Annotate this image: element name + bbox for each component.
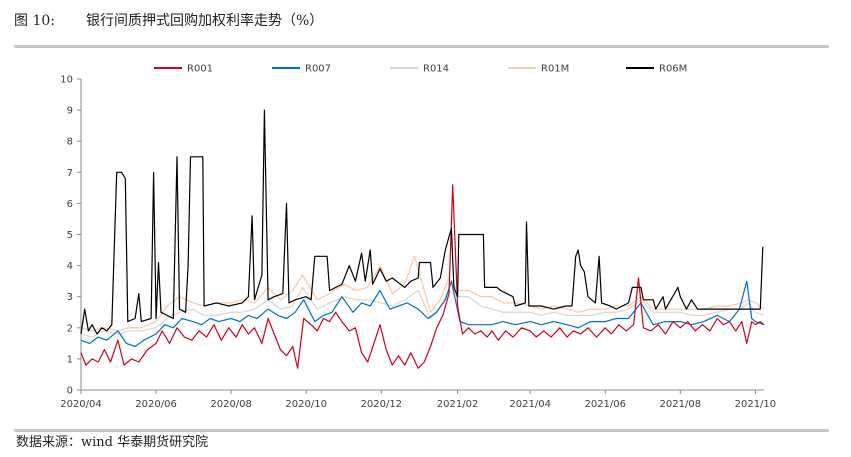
y-tick-label: 4 (67, 261, 73, 272)
y-tick-label: 0 (67, 386, 73, 397)
x-tick-label: 2020/10 (285, 399, 327, 410)
figure-title: 银行间质押式回购加权利率走势（%） (86, 13, 324, 29)
y-tick-label: 8 (67, 137, 73, 148)
source-note: 数据来源：wind 华泰期货研究院 (16, 435, 209, 450)
series-line-r01m (80, 255, 765, 332)
series-line-r001 (80, 184, 765, 369)
legend-label-r014: R014 (423, 64, 449, 75)
x-tick-label: 2020/08 (210, 399, 252, 410)
chart-container: 0 1 2 3 4 5 6 7 8 9 10 2020/04 2020/06 2020/08 2020/10… (14, 50, 829, 425)
figure-header: 图 10: 银行间质押式回购加权利率走势（%） (14, 8, 834, 36)
y-tick-label: 7 (67, 168, 73, 179)
legend-label-r001: R001 (187, 64, 213, 75)
y-tick-label: 1 (67, 354, 73, 365)
x-tick-label: 2020/04 (60, 399, 102, 410)
legend-label-r01m: R01M (541, 64, 569, 75)
y-tick-label: 10 (60, 75, 73, 86)
series-line-r06m (80, 109, 764, 335)
y-tick-label: 6 (67, 199, 73, 210)
line-chart: 0 1 2 3 4 5 6 7 8 9 10 2020/04 2020/06 2020/08 2020/10… (60, 64, 777, 411)
x-tick-label: 2021/02 (437, 399, 479, 410)
x-tick-label: 2020/12 (361, 399, 403, 410)
y-tick-label: 5 (67, 230, 73, 241)
x-tick-label: 2021/04 (509, 399, 551, 410)
series-line-r014 (80, 286, 765, 338)
series-line-r007 (80, 280, 765, 348)
y-tick-label: 2 (67, 323, 73, 334)
x-tick-label: 2021/10 (735, 399, 777, 410)
x-tick-label: 2021/06 (584, 399, 626, 410)
x-tick-label: 2020/06 (135, 399, 177, 410)
top-divider (14, 45, 829, 48)
y-tick-label: 9 (67, 106, 73, 117)
legend-label-r06m: R06M (659, 64, 687, 75)
y-tick-label: 3 (67, 292, 73, 303)
bottom-divider (14, 429, 829, 432)
x-tick-label: 2021/08 (660, 399, 702, 410)
figure-number: 图 10: (14, 13, 55, 29)
legend-label-r007: R007 (305, 64, 331, 75)
